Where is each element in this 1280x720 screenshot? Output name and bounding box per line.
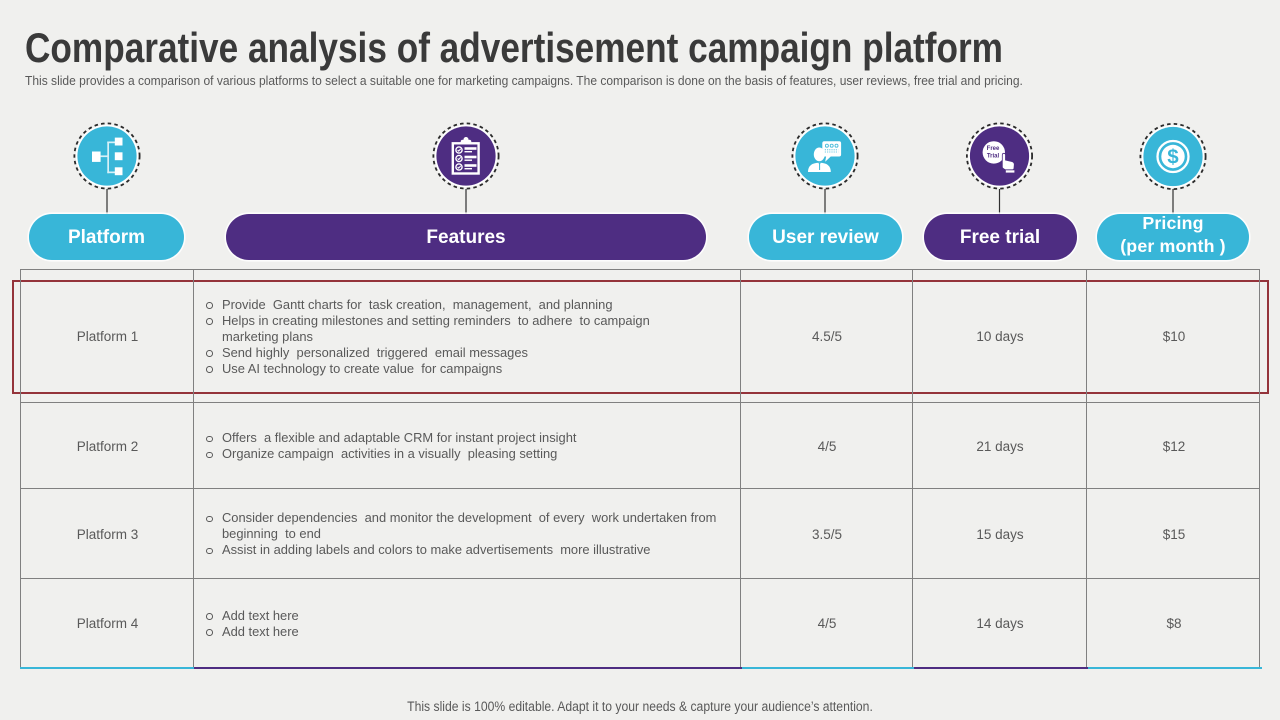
svg-text:Trial: Trial <box>987 154 1000 160</box>
svg-text:Free: Free <box>987 146 1000 152</box>
svg-text:$: $ <box>1167 146 1179 169</box>
